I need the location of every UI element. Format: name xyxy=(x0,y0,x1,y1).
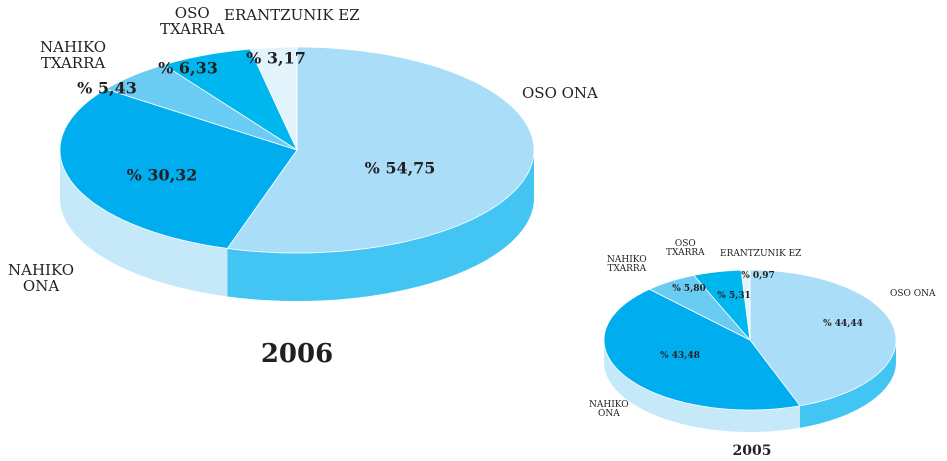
chart-title: 2005 xyxy=(732,443,772,459)
category-label: OSO TXARRA xyxy=(666,239,705,259)
pie-slice xyxy=(603,288,801,411)
value-label: % 5,43 xyxy=(77,78,137,98)
value-label: % 5,80 xyxy=(672,284,706,294)
pie-side xyxy=(60,150,228,297)
pie-slice xyxy=(693,269,751,342)
pie-side xyxy=(227,150,534,301)
value-label: % 6,33 xyxy=(158,58,218,78)
category-label: OSO TXARRA xyxy=(160,4,225,38)
pie-side xyxy=(604,340,800,432)
value-label: % 3,17 xyxy=(246,48,306,68)
value-label: % 30,32 xyxy=(126,165,198,185)
value-label: % 0,97 xyxy=(741,271,775,281)
value-label: % 43,48 xyxy=(660,351,700,361)
category-label: OSO ONA xyxy=(890,289,936,299)
pie-slice xyxy=(59,88,298,249)
category-label: NAHIKO TXARRA xyxy=(607,255,647,275)
category-label: NAHIKO ONA xyxy=(8,261,75,295)
pie-slice xyxy=(740,269,751,341)
category-label: ERANTZUNIK EZ xyxy=(224,6,360,24)
value-label: % 44,44 xyxy=(823,319,863,329)
category-label: ERANTZUNIK EZ xyxy=(720,249,802,259)
value-label: % 5,31 xyxy=(717,291,751,301)
category-label: NAHIKO TXARRA xyxy=(40,38,107,72)
category-label: OSO ONA xyxy=(522,84,598,102)
pie-slice xyxy=(249,46,298,151)
chart-title: 2006 xyxy=(260,339,334,369)
pie-slice xyxy=(226,46,535,254)
pie-slice xyxy=(648,274,751,341)
pie-slice xyxy=(749,269,897,407)
pie-side xyxy=(799,340,896,428)
pie-slice xyxy=(104,64,298,151)
value-label: % 54,75 xyxy=(364,158,436,178)
pie-slice xyxy=(162,48,298,152)
category-label: NAHIKO ONA xyxy=(589,400,629,420)
